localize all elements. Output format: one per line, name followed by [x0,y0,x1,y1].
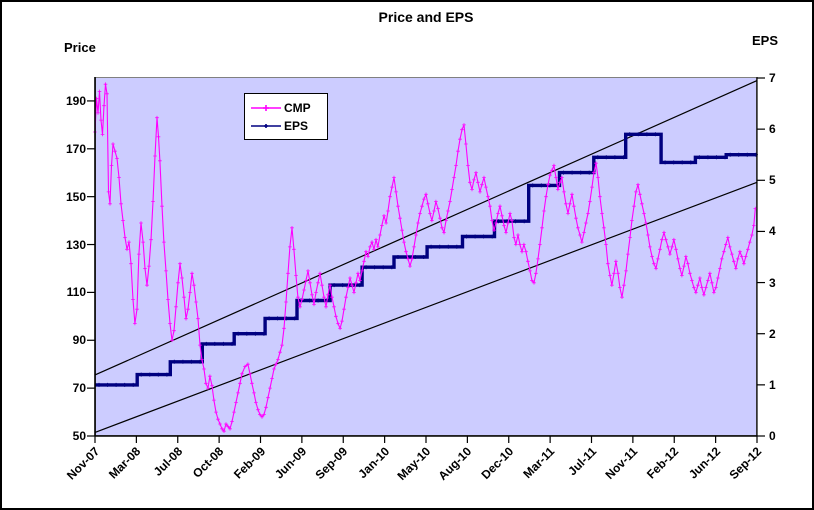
y-right-tick-label: 4 [769,224,776,239]
y-left-tick-label: 170 [65,141,86,156]
legend-item-eps: EPS [251,117,321,135]
y-left-tick-label: 130 [65,237,86,252]
y-right-tick-label: 5 [769,173,776,188]
y-left-tick-label: 110 [66,285,86,300]
eps-axis-title: EPS [752,33,779,48]
chart-title: Price and EPS [378,9,474,25]
legend-label-cmp: CMP [284,101,311,115]
cmp-legend-sample [251,105,281,111]
eps-legend-sample [251,124,281,128]
y-left-tick-label: 70 [72,381,86,396]
eps-markers [97,132,758,387]
legend-item-cmp: CMP [251,99,321,117]
legend-label-eps: EPS [284,119,309,133]
upper-channel-line [94,80,758,376]
y-right-tick-label: 2 [769,326,776,341]
y-left-tick-label: 150 [65,189,86,204]
price-axis-title: Price [64,40,96,55]
cmp-line [94,84,756,433]
y-left-tick-label: 190 [65,93,86,108]
y-right-tick-label: 6 [769,122,776,137]
y-right-tick-label: 0 [769,429,776,443]
y-left-tick-label: 50 [72,429,86,443]
y-right-tick-label: 1 [769,377,776,392]
legend: CMP EPS [244,93,328,140]
eps-line [95,132,757,387]
lower-channel-line [94,181,758,433]
plot-svg [87,77,765,443]
y-right-tick-label: 7 [769,71,776,85]
y-left-tick-label: 90 [72,333,86,348]
y-right-tick-label: 3 [769,275,776,290]
